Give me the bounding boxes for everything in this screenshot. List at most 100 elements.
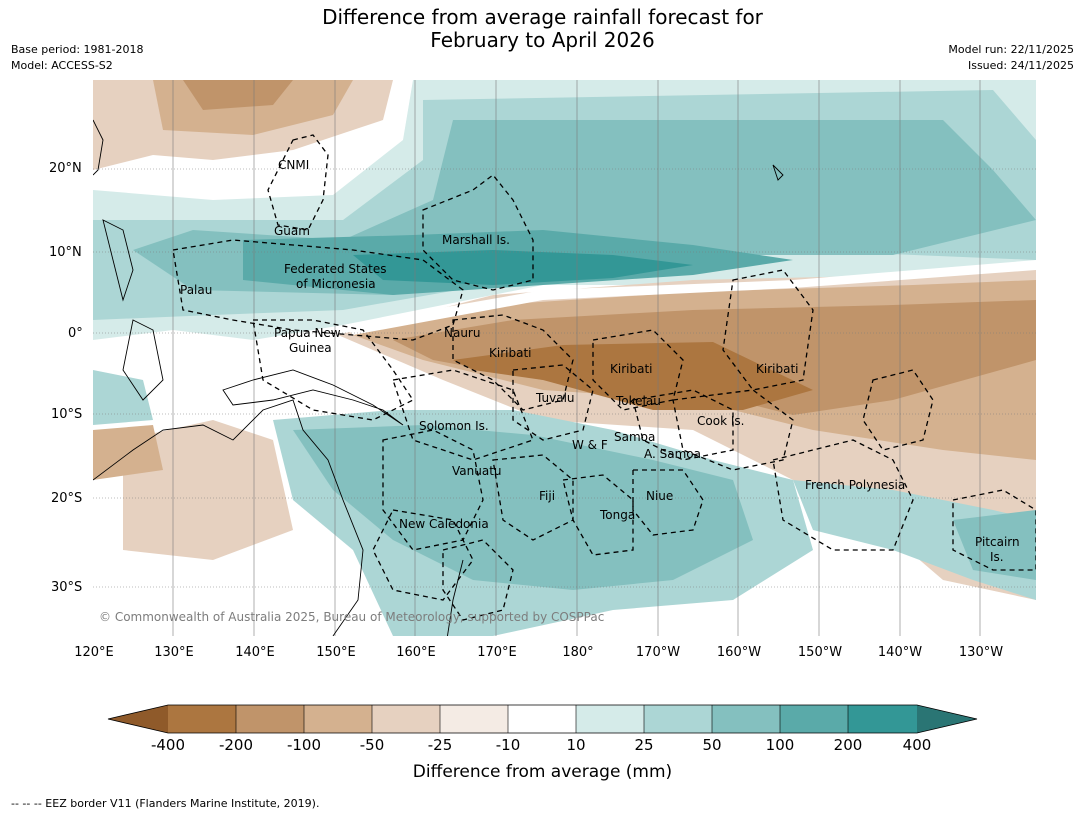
colorbar-tick-8: 25 xyxy=(634,736,654,754)
eez-cook xyxy=(672,389,794,471)
label-american-samoa: A. Samoa xyxy=(644,447,701,461)
colorbar-swatch-8 xyxy=(644,705,712,733)
base-period: Base period: 1981-2018 xyxy=(11,43,144,56)
label-kiribati-gilbert: Kiribati xyxy=(489,346,532,360)
base-period-info: Base period: 1981-2018 Model: ACCESS-S2 xyxy=(11,42,143,74)
lat-label-0: 0° xyxy=(68,326,83,341)
colorbar-tick-7: 10 xyxy=(566,736,586,754)
colorbar-tick-10: 100 xyxy=(765,736,795,754)
label-tonga: Tonga xyxy=(600,508,636,522)
eez-footnote: -- -- -- EEZ border V11 (Flanders Marine… xyxy=(11,797,320,810)
copyright-notice: © Commonwealth of Australia 2025, Bureau… xyxy=(99,610,605,624)
label-png-line2: Guinea xyxy=(289,341,332,355)
label-pitcairn-line2: Is. xyxy=(990,550,1004,564)
lon-label-140e: 140°E xyxy=(235,645,275,660)
label-marshall-islands: Marshall Is. xyxy=(442,233,510,247)
eez-marshall xyxy=(422,174,534,291)
issued-date: Issued: 24/11/2025 xyxy=(967,59,1074,72)
colorbar-tick-4: -50 xyxy=(359,736,385,754)
eez-new-zealand-north xyxy=(442,539,514,621)
colorbar-dividers xyxy=(235,705,849,733)
eez-vanuatu xyxy=(382,429,484,551)
lon-label-150e: 150°E xyxy=(316,645,356,660)
label-wallis-futuna: W & F xyxy=(572,438,608,452)
eez-fsm xyxy=(172,239,464,341)
new-guinea-coast xyxy=(222,369,404,426)
eez-nauru-kiribati xyxy=(452,314,574,411)
colorbar-swatch-3 xyxy=(304,705,372,733)
label-nauru: Nauru xyxy=(444,326,481,340)
label-guam: Guam xyxy=(274,224,310,238)
model-name: Model: ACCESS-S2 xyxy=(11,59,113,72)
label-cnmi: CNMI xyxy=(278,158,310,172)
lat-label-10n: 10°N xyxy=(49,245,82,260)
lon-label-120e: 120°E xyxy=(74,645,114,660)
label-fiji: Fiji xyxy=(539,489,556,503)
lat-label-20s: 20°S xyxy=(51,491,83,506)
colorbar-swatch-11 xyxy=(848,705,917,733)
eez-niue xyxy=(632,469,704,536)
eez-kiribati-line xyxy=(722,269,814,391)
eez-tuvalu xyxy=(512,364,594,441)
colorbar-max-triangle xyxy=(917,705,977,733)
colorbar-tick-11: 200 xyxy=(833,736,863,754)
label-tokelau: Tokelau xyxy=(616,394,661,408)
colorbar xyxy=(107,704,978,734)
eez-tokelau xyxy=(632,389,734,461)
colorbar-tick-2: -200 xyxy=(218,736,254,754)
title-line-2: February to April 2026 xyxy=(430,28,655,52)
eez-new-caledonia xyxy=(372,509,474,601)
label-kiribati-phoenix: Kiribati xyxy=(610,362,653,376)
graticule xyxy=(93,80,1036,636)
australia-coast xyxy=(93,399,364,636)
colorbar-swatch-10 xyxy=(780,705,848,733)
label-palau: Palau xyxy=(180,283,213,297)
eez-french-polynesia xyxy=(772,439,914,551)
colorbar-swatch-1 xyxy=(168,705,236,733)
label-new-caledonia: New Caledonia xyxy=(399,517,489,531)
philippines-coast xyxy=(102,219,134,302)
title-line-1: Difference from average rainfall forecas… xyxy=(322,5,763,29)
new-zealand-coast xyxy=(447,559,464,636)
colorbar-tick-12: 400 xyxy=(902,736,932,754)
colorbar-swatch-6 xyxy=(508,705,576,733)
borneo-coast xyxy=(122,319,164,401)
label-cook-islands: Cook Is. xyxy=(697,414,745,428)
colorbar-swatch-5 xyxy=(440,705,508,733)
hawaii-coast xyxy=(772,164,784,181)
label-tuvalu: Tuvalu xyxy=(536,391,575,405)
lat-label-10s: 10°S xyxy=(51,407,83,422)
colorbar-tick-5: -25 xyxy=(427,736,453,754)
colorbar-tick-6: -10 xyxy=(495,736,521,754)
eez-borders xyxy=(172,134,1036,621)
colorbar-tick-3: -100 xyxy=(286,736,322,754)
label-fsm-line1: Federated States xyxy=(284,262,387,276)
eez-pitcairn xyxy=(952,489,1036,571)
model-run-date: Model run: 22/11/2025 xyxy=(948,43,1074,56)
colorbar-swatch-4 xyxy=(372,705,440,733)
eez-french-polynesia-east xyxy=(862,369,934,451)
lon-label-170w: 170°W xyxy=(635,645,681,660)
colorbar-min-triangle xyxy=(108,705,168,733)
lon-label-160e: 160°E xyxy=(396,645,436,660)
lon-label-180: 180° xyxy=(562,645,594,660)
label-pitcairn-line1: Pitcairn xyxy=(975,535,1020,549)
lon-label-160w: 160°W xyxy=(716,645,762,660)
colorbar-swatch-7 xyxy=(576,705,644,733)
eez-cnmi xyxy=(267,134,329,231)
colorbar-swatch-9 xyxy=(712,705,780,733)
rainfall-anomaly-map: CNMI Guam Marshall Is. Federated States … xyxy=(93,80,1036,636)
colorbar-outline xyxy=(107,704,978,734)
model-run-info: Model run: 22/11/2025 Issued: 24/11/2025 xyxy=(948,42,1074,74)
eez-tonga xyxy=(562,474,634,556)
lon-label-140w: 140°W xyxy=(877,645,923,660)
map-title: Difference from average rainfall forecas… xyxy=(0,6,1085,52)
coastlines xyxy=(93,119,784,636)
lat-label-30s: 30°S xyxy=(51,580,83,595)
lon-label-170e: 170°E xyxy=(477,645,517,660)
colorbar-tick-9: 50 xyxy=(702,736,722,754)
label-french-polynesia: French Polynesia xyxy=(805,478,906,492)
label-fsm-line2: of Micronesia xyxy=(296,277,376,291)
colorbar-swatch-2 xyxy=(236,705,304,733)
lat-label-20n: 20°N xyxy=(49,161,82,176)
